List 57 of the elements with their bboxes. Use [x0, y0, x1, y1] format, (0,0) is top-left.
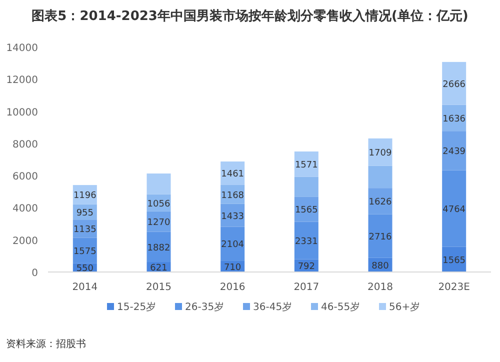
data-label: 710: [224, 262, 242, 273]
y-tick-label: 0: [32, 268, 38, 279]
data-label: 2439: [442, 147, 466, 158]
legend-label: 15-25岁: [117, 301, 156, 313]
y-tick-label: 6000: [12, 172, 38, 183]
y-tick-label: 10000: [6, 107, 38, 118]
legend-label: 46-55岁: [321, 301, 360, 313]
data-label: 4764: [442, 205, 466, 216]
bar: [368, 166, 392, 188]
data-label: 1565: [442, 256, 466, 266]
legend-label: 56+岁: [389, 301, 420, 313]
data-label: 1882: [147, 243, 170, 254]
bar: [294, 176, 318, 197]
y-tick-label: 12000: [6, 75, 38, 86]
data-label: 1056: [147, 199, 170, 210]
data-label: 2716: [368, 232, 392, 243]
data-label: 1571: [294, 160, 318, 171]
x-tick-label: 2023E: [438, 282, 470, 293]
bar: [368, 214, 392, 258]
y-tick-label: 2000: [12, 236, 38, 247]
data-label: 955: [76, 208, 94, 218]
data-label: 1565: [294, 206, 318, 216]
x-tick-label: 2014: [72, 282, 98, 293]
bar: [294, 222, 318, 260]
data-label: 1196: [73, 191, 97, 202]
data-label: 1709: [368, 148, 392, 159]
data-label: 2331: [294, 237, 318, 248]
chart-title: 图表5：2014-2023年中国男装市场按年龄划分零售收入情况(单位：亿元): [32, 8, 468, 24]
y-tick-label: 14000: [6, 43, 38, 54]
x-tick-label: 2017: [294, 282, 320, 293]
bar: [442, 170, 466, 247]
data-label: 1433: [221, 212, 244, 222]
y-tick-label: 4000: [12, 204, 38, 215]
bar: [442, 62, 466, 105]
bar: [146, 174, 171, 194]
x-tick-label: 2018: [368, 282, 393, 293]
bar: [220, 226, 245, 261]
data-label: 550: [76, 264, 94, 274]
data-label: 1461: [221, 170, 244, 180]
data-label: 1636: [442, 114, 466, 124]
legend-label: 26-35岁: [185, 301, 224, 313]
text: 资料来源：招股书: [6, 338, 86, 350]
x-tick-label: 2015: [146, 282, 172, 293]
data-label: 1626: [368, 198, 392, 208]
data-label: 1270: [147, 218, 170, 228]
data-label: 1575: [73, 247, 96, 258]
bar: [442, 131, 466, 170]
data-label: 1168: [221, 190, 244, 201]
data-label: 1135: [73, 225, 96, 236]
data-label: 2666: [442, 80, 466, 90]
legend-label: 36-45岁: [253, 301, 292, 313]
data-label: 2104: [221, 240, 244, 250]
x-tick-label: 2016: [220, 282, 246, 293]
data-label: 621: [150, 264, 168, 274]
y-tick-label: 8000: [12, 139, 38, 150]
data-label: 880: [372, 261, 390, 272]
data-label: 792: [298, 262, 316, 272]
